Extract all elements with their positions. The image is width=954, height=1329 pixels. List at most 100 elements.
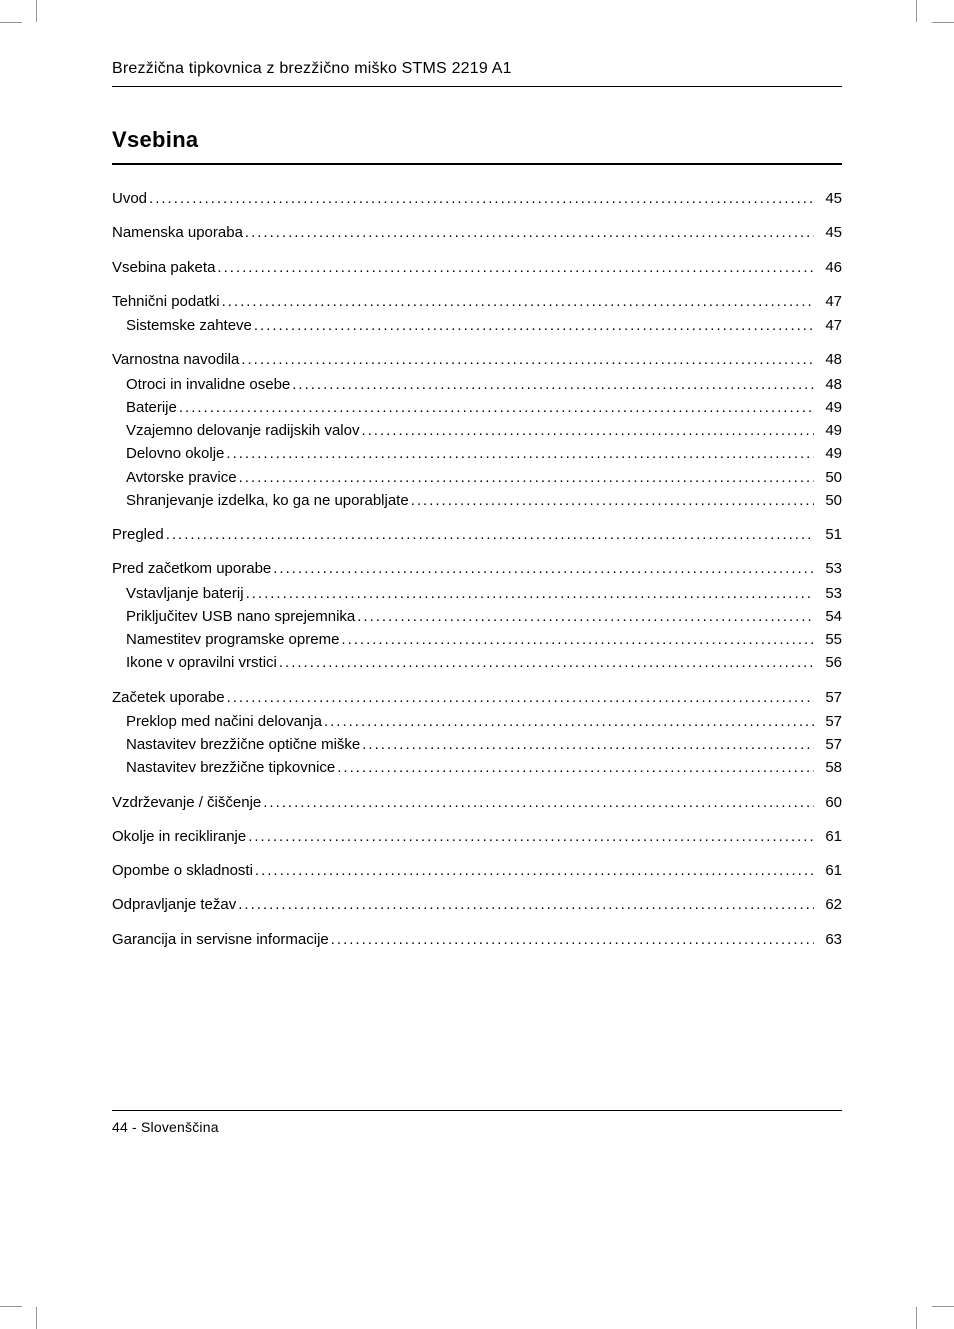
toc-title: Okolje in recikliranje [112,827,248,847]
document-header: Brezžična tipkovnica z brezžično miško S… [112,60,842,87]
toc-title: Vsebina paketa [112,258,217,278]
toc-leader [411,491,814,511]
toc-title: Odpravljanje težav [112,895,238,915]
toc-page: 61 [814,827,842,847]
toc-title: Začetek uporabe [112,688,227,708]
crop-mark [36,1307,37,1329]
toc-page: 62 [814,895,842,915]
toc-leader [254,316,814,336]
toc-leader [263,793,814,813]
toc-title: Delovno okolje [126,444,226,464]
toc-page: 45 [814,223,842,243]
toc-row: Vzdrževanje / čiščenje 60 [112,793,842,813]
toc-title: Ikone v opravilni vrstici [126,653,279,673]
toc-title: Sistemske zahteve [126,316,254,336]
toc-page: 57 [814,712,842,732]
toc-leader [149,189,814,209]
toc-row: Pred začetkom uporabe 53 [112,559,842,579]
toc-row: Namestitev programske opreme 55 [112,630,842,650]
toc-title: Baterije [126,398,179,418]
toc-page: 49 [814,421,842,441]
header-title: Brezžična tipkovnica z brezžično miško S… [112,60,512,77]
toc-leader [239,468,814,488]
toc-page: 48 [814,375,842,395]
toc-page: 56 [814,653,842,673]
toc-row: Preklop med načini delovanja 57 [112,712,842,732]
toc-leader [217,258,814,278]
crop-mark [932,22,954,23]
toc-leader [222,292,814,312]
toc-leader [337,758,814,778]
toc-page: 47 [814,316,842,336]
toc-leader [227,688,814,708]
toc-leader [245,223,814,243]
toc-page: 53 [814,559,842,579]
crop-mark [0,22,22,23]
toc-leader [226,444,814,464]
crop-mark [916,1307,917,1329]
toc-page: 47 [814,292,842,312]
crop-mark [0,1306,22,1307]
toc-leader [179,398,814,418]
toc-page: 60 [814,793,842,813]
toc-leader [273,559,814,579]
toc-title: Garancija in servisne informacije [112,930,331,950]
toc-leader [341,630,814,650]
toc-title: Tehnični podatki [112,292,222,312]
toc-row: Ikone v opravilni vrstici 56 [112,653,842,673]
toc-page: 51 [814,525,842,545]
toc-leader [241,350,814,370]
toc-row: Začetek uporabe 57 [112,688,842,708]
toc-row: Tehnični podatki 47 [112,292,842,312]
toc-title: Priključitev USB nano sprejemnika [126,607,357,627]
toc-row: Avtorske pravice 50 [112,468,842,488]
toc-row: Delovno okolje 49 [112,444,842,464]
toc-title: Shranjevanje izdelka, ko ga ne uporablja… [126,491,411,511]
toc-title: Pred začetkom uporabe [112,559,273,579]
toc-leader [238,895,814,915]
page-footer: 44 - Slovenščina [112,1110,842,1135]
toc-row: Nastavitev brezžične tipkovnice 58 [112,758,842,778]
toc-row: Vzajemno delovanje radijskih valov 49 [112,421,842,441]
toc-leader [248,827,814,847]
toc-page: 48 [814,350,842,370]
toc-title: Varnostna navodila [112,350,241,370]
crop-mark [916,0,917,22]
toc-row: Odpravljanje težav 62 [112,895,842,915]
table-of-contents: Uvod 45 Namenska uporaba 45 Vsebina pake… [112,189,842,950]
toc-page: 57 [814,735,842,755]
toc-page: 61 [814,861,842,881]
toc-leader [246,584,814,604]
toc-page: 53 [814,584,842,604]
toc-title: Nastavitev brezžične tipkovnice [126,758,337,778]
toc-title: Opombe o skladnosti [112,861,255,881]
toc-title: Namenska uporaba [112,223,245,243]
toc-leader [357,607,814,627]
toc-page: 50 [814,491,842,511]
crop-mark [932,1306,954,1307]
toc-title: Vstavljanje baterij [126,584,246,604]
toc-title: Pregled [112,525,166,545]
toc-leader [324,712,814,732]
toc-title: Vzdrževanje / čiščenje [112,793,263,813]
crop-mark [36,0,37,22]
toc-title: Preklop med načini delovanja [126,712,324,732]
toc-row: Varnostna navodila 48 [112,350,842,370]
toc-row: Otroci in invalidne osebe 48 [112,375,842,395]
footer-text: 44 - Slovenščina [112,1119,219,1135]
toc-page: 50 [814,468,842,488]
toc-page: 57 [814,688,842,708]
toc-leader [279,653,814,673]
toc-leader [166,525,814,545]
toc-page: 49 [814,398,842,418]
toc-page: 49 [814,444,842,464]
toc-page: 54 [814,607,842,627]
toc-page: 46 [814,258,842,278]
toc-row: Opombe o skladnosti 61 [112,861,842,881]
toc-row: Okolje in recikliranje 61 [112,827,842,847]
toc-row: Uvod 45 [112,189,842,209]
toc-row: Sistemske zahteve 47 [112,316,842,336]
toc-row: Vstavljanje baterij 53 [112,584,842,604]
toc-page: 45 [814,189,842,209]
toc-title: Nastavitev brezžične optične miške [126,735,362,755]
